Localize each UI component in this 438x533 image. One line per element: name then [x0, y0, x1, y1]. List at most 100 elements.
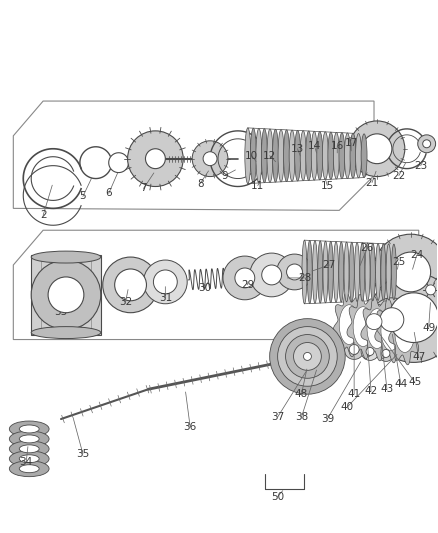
Ellipse shape: [339, 133, 345, 179]
Text: 15: 15: [321, 181, 334, 190]
Text: 31: 31: [159, 293, 172, 303]
Text: 30: 30: [198, 283, 212, 293]
Ellipse shape: [19, 455, 39, 463]
Ellipse shape: [153, 270, 177, 294]
Polygon shape: [375, 298, 407, 363]
Ellipse shape: [19, 425, 39, 433]
Ellipse shape: [9, 451, 49, 467]
Ellipse shape: [344, 242, 349, 302]
Text: 10: 10: [245, 151, 258, 161]
Ellipse shape: [382, 350, 390, 358]
Ellipse shape: [203, 152, 217, 166]
Ellipse shape: [361, 343, 379, 360]
Text: 35: 35: [76, 449, 89, 459]
Text: 42: 42: [364, 386, 378, 396]
Ellipse shape: [355, 243, 360, 302]
Text: 29: 29: [241, 280, 254, 290]
Ellipse shape: [380, 308, 404, 332]
Ellipse shape: [270, 319, 345, 394]
Ellipse shape: [48, 277, 84, 313]
Ellipse shape: [418, 135, 436, 153]
Text: 12: 12: [263, 151, 276, 161]
Text: 17: 17: [345, 138, 358, 148]
Ellipse shape: [31, 251, 101, 263]
Ellipse shape: [312, 240, 318, 303]
Ellipse shape: [333, 132, 339, 179]
Ellipse shape: [9, 461, 49, 477]
Polygon shape: [389, 301, 421, 365]
Ellipse shape: [344, 133, 350, 179]
Text: 24: 24: [410, 250, 424, 260]
Ellipse shape: [353, 307, 373, 346]
Ellipse shape: [370, 298, 414, 342]
Ellipse shape: [426, 285, 436, 295]
Text: 47: 47: [412, 352, 425, 362]
Ellipse shape: [371, 243, 375, 301]
Ellipse shape: [272, 130, 279, 182]
Text: 41: 41: [347, 389, 361, 399]
Text: 16: 16: [331, 141, 344, 151]
Ellipse shape: [322, 132, 328, 180]
Ellipse shape: [356, 134, 361, 178]
Ellipse shape: [9, 421, 49, 437]
Ellipse shape: [223, 256, 267, 300]
Text: 48: 48: [295, 389, 308, 399]
Ellipse shape: [277, 254, 312, 290]
Ellipse shape: [19, 465, 39, 473]
Ellipse shape: [317, 132, 323, 180]
Ellipse shape: [389, 293, 438, 343]
Ellipse shape: [262, 265, 282, 285]
Ellipse shape: [361, 134, 367, 177]
Text: 11: 11: [251, 181, 265, 190]
Ellipse shape: [360, 243, 365, 301]
Ellipse shape: [304, 352, 311, 360]
Ellipse shape: [295, 131, 300, 181]
Ellipse shape: [9, 431, 49, 447]
Ellipse shape: [31, 260, 101, 329]
Ellipse shape: [302, 240, 307, 304]
Text: 44: 44: [394, 379, 407, 389]
Ellipse shape: [392, 244, 396, 300]
Ellipse shape: [245, 128, 251, 183]
Ellipse shape: [235, 268, 255, 288]
Ellipse shape: [350, 243, 354, 302]
Ellipse shape: [283, 130, 290, 182]
Ellipse shape: [307, 240, 312, 303]
Ellipse shape: [362, 134, 392, 164]
Text: 8: 8: [197, 179, 203, 189]
Text: 23: 23: [414, 160, 427, 171]
Polygon shape: [361, 296, 393, 361]
Ellipse shape: [267, 129, 273, 182]
Ellipse shape: [378, 345, 394, 361]
Ellipse shape: [278, 327, 337, 386]
Text: 9: 9: [222, 171, 228, 181]
Ellipse shape: [300, 131, 306, 181]
Ellipse shape: [328, 241, 333, 303]
Text: 2: 2: [40, 211, 46, 220]
Ellipse shape: [250, 253, 293, 297]
Text: 21: 21: [365, 177, 378, 188]
Ellipse shape: [256, 128, 262, 183]
Text: 27: 27: [323, 260, 336, 270]
Ellipse shape: [289, 130, 295, 181]
Text: 38: 38: [295, 412, 308, 422]
Bar: [31, 255, 101, 335]
Text: 37: 37: [271, 412, 284, 422]
Text: 26: 26: [360, 243, 374, 253]
Text: 49: 49: [422, 322, 435, 333]
Ellipse shape: [349, 344, 359, 354]
Text: 5: 5: [80, 191, 86, 201]
Text: 28: 28: [298, 273, 311, 283]
Text: 45: 45: [408, 377, 421, 387]
Ellipse shape: [349, 121, 405, 176]
Ellipse shape: [293, 343, 321, 370]
Text: 36: 36: [184, 422, 197, 432]
Ellipse shape: [381, 311, 401, 351]
Text: 6: 6: [106, 189, 112, 198]
Ellipse shape: [381, 244, 386, 300]
Text: 34: 34: [20, 457, 33, 467]
Ellipse shape: [9, 441, 49, 457]
Text: 40: 40: [341, 402, 354, 412]
Polygon shape: [333, 293, 365, 357]
Ellipse shape: [145, 149, 165, 168]
